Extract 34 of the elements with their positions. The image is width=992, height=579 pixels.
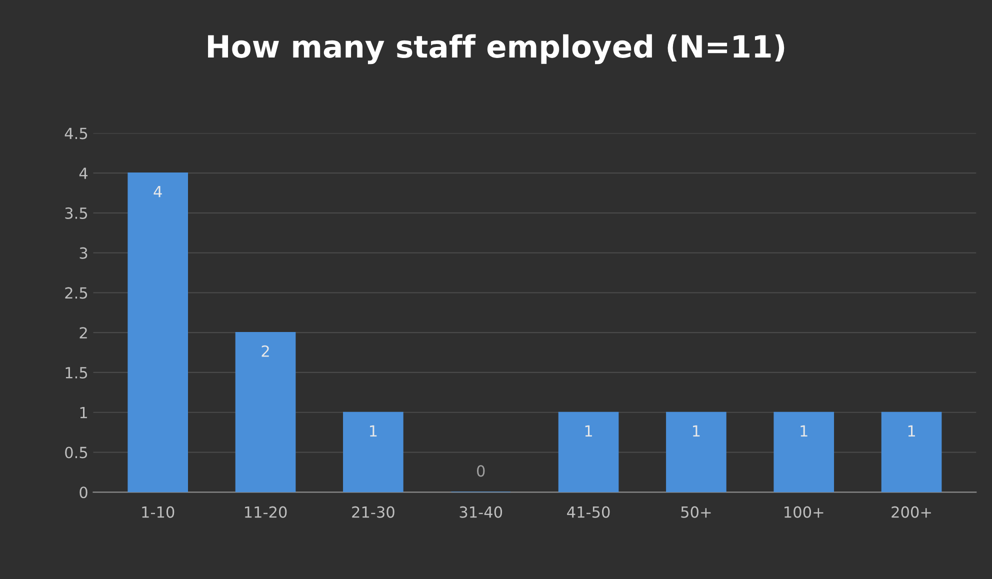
bar: [128, 172, 188, 492]
y-tick-label: 1.5: [66, 367, 88, 379]
x-tick-label: 200+: [892, 506, 931, 518]
x-tick-label: 50+: [681, 506, 711, 518]
bar: [881, 412, 942, 492]
x-tick-label: 100+: [784, 506, 824, 518]
bar: [666, 412, 726, 492]
bar: [343, 412, 404, 492]
y-tick-label: 2.5: [65, 287, 88, 299]
y-tick-label: 3: [80, 247, 88, 259]
x-tick-label: 1-10: [142, 506, 174, 518]
y-tick-label: 2: [80, 327, 87, 338]
data-label: 1: [693, 425, 700, 436]
x-tick-label: 11-20: [245, 506, 287, 518]
bar: [558, 412, 619, 492]
chart-title: How many staff employed (N=11): [208, 34, 784, 64]
bar: [235, 332, 296, 492]
x-tick-label: 31-40: [460, 506, 502, 518]
y-tick-label: 4: [79, 168, 88, 179]
bar: [774, 412, 834, 492]
x-tick-label: 21-30: [352, 506, 394, 518]
y-tick-label: 0: [80, 486, 88, 498]
data-label: 1: [908, 425, 915, 436]
y-tick-label: 0.5: [65, 446, 88, 458]
y-tick-label: 4.5: [64, 128, 88, 140]
data-label: 1: [370, 425, 377, 436]
data-label: 1: [585, 425, 592, 436]
data-label: 4: [154, 186, 162, 198]
y-tick-label: 3.5: [65, 207, 88, 219]
data-label: 1: [800, 425, 808, 436]
y-tick-label: 1: [80, 407, 87, 418]
x-tick-label: 41-50: [567, 506, 610, 518]
data-label: 2: [262, 345, 269, 357]
data-label: 0: [477, 465, 485, 477]
